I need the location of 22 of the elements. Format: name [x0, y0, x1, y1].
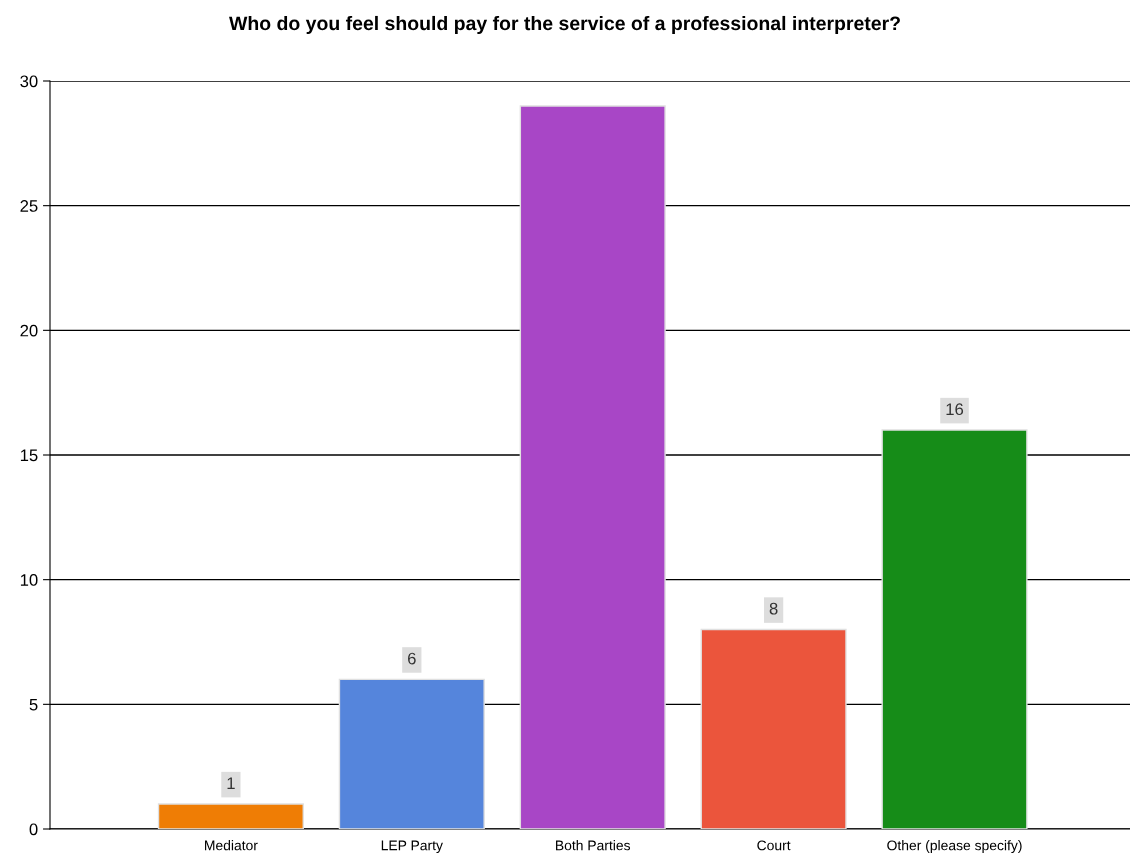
y-tick-label: 10	[20, 574, 38, 586]
data-label: 1	[227, 777, 235, 789]
y-tick-label: 5	[29, 698, 38, 711]
data-label: 6	[408, 652, 416, 665]
bar	[338, 678, 485, 829]
y-tick-label: 0	[29, 823, 38, 836]
x-tick-label: LEP Party	[381, 840, 443, 854]
x-tick-label: Other (please specify)	[887, 840, 1022, 854]
x-tick-label: Court	[757, 840, 791, 851]
chart-title: Who do you feel should pay for the service of a professional interpreter?	[229, 15, 900, 35]
y-tick-label: 15	[20, 449, 38, 462]
bar	[519, 105, 666, 829]
data-label: 8	[769, 602, 778, 615]
bar	[700, 628, 847, 829]
y-tick-label: 25	[20, 200, 38, 212]
x-tick-label: Both Parties	[556, 840, 631, 851]
bar	[881, 429, 1028, 829]
y-tick-label: 30	[20, 75, 38, 88]
data-label: 16	[946, 403, 964, 416]
bar	[157, 803, 304, 829]
y-tick-label: 20	[20, 324, 38, 337]
x-tick-label: Mediator	[205, 840, 258, 851]
